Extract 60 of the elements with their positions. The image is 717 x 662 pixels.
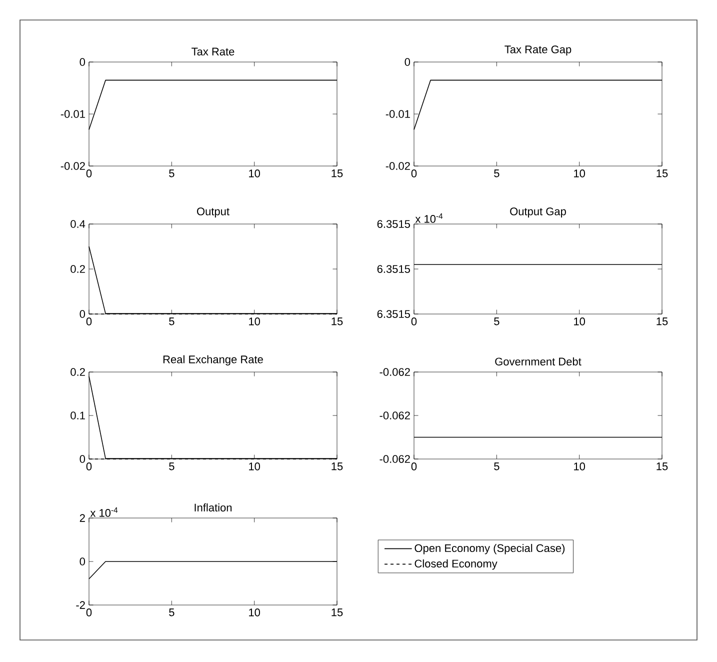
x-tick-label: 15 [656, 462, 668, 470]
y-tick-label: 6.3515 [377, 265, 410, 273]
x-tick-label: 10 [574, 462, 586, 470]
y-tick-label: 0.4 [70, 220, 86, 228]
x-tick-label: 5 [169, 170, 174, 178]
x-tick-label: 0 [411, 318, 417, 326]
y-tick-label: -0.062 [380, 455, 410, 463]
y-tick-label: 0.1 [70, 412, 85, 420]
y-tick-label: 0 [404, 58, 410, 66]
x-tick-label: 10 [249, 608, 260, 616]
chart-title: Government Debt [495, 357, 582, 366]
x-tick-label: 0 [411, 170, 417, 178]
x-tick-label: 0 [86, 170, 92, 178]
x-tick-label: 15 [332, 170, 343, 178]
text: x 10$^{-4}$ [90, 507, 118, 517]
chart-title: Real Exchange Rate [163, 355, 263, 366]
y-tick-label: -0.062 [380, 368, 410, 376]
y-tick-label: 0 [80, 558, 86, 566]
chart-title: Output [197, 208, 230, 218]
x-tick-label: 5 [169, 462, 174, 470]
x-tick-label: 5 [169, 608, 174, 616]
x-tick-label: 0 [86, 608, 92, 616]
x-tick-label: 10 [574, 318, 586, 326]
y-tick-label: 0.2 [70, 368, 85, 376]
x-tick-label: 0 [86, 462, 92, 470]
x-tick-label: 0 [86, 318, 92, 326]
x-tick-label: 5 [494, 170, 500, 178]
chart-title: Tax Rate [192, 48, 234, 56]
x-tick-label: 5 [494, 462, 500, 470]
y-tick-label: 6.3515 [377, 310, 410, 318]
y-tick-label: 0.2 [70, 265, 85, 273]
text: x 10$^{-4}$ [415, 213, 443, 223]
x-tick-label: 10 [574, 170, 586, 178]
legend-label: Open Economy (Special Case) [414, 544, 565, 554]
x-tick-label: 5 [494, 318, 500, 326]
x-tick-label: 10 [249, 462, 260, 470]
y-tick-label: -0.01 [60, 110, 85, 118]
y-tick-label: -0.062 [380, 412, 410, 420]
x-tick-label: 15 [332, 462, 343, 470]
x-tick-label: 15 [332, 608, 343, 616]
y-tick-label: 0 [80, 310, 86, 318]
y-tick-label: 0 [80, 455, 86, 463]
chart-title: Tax Rate Gap [504, 46, 572, 56]
chart-title: Output Gap [510, 208, 566, 218]
legend-label: Closed Economy [414, 559, 498, 570]
y-tick-label: -2 [76, 601, 85, 609]
x-tick-label: 15 [656, 170, 668, 178]
y-tick-label: -0.02 [60, 162, 85, 170]
y-tick-label: -0.01 [386, 110, 410, 118]
y-tick-label: 6.3515 [377, 220, 410, 228]
x-tick-label: 10 [249, 318, 260, 326]
x-tick-label: 10 [249, 170, 260, 178]
chart-title: Inflation [194, 503, 232, 512]
y-tick-label: 2 [80, 514, 85, 522]
x-tick-label: 0 [411, 462, 417, 470]
x-tick-label: 15 [656, 318, 668, 326]
y-tick-label: 0 [80, 58, 86, 66]
y-tick-label: -0.02 [386, 162, 410, 170]
x-tick-label: 5 [169, 318, 174, 326]
x-tick-label: 15 [332, 318, 343, 326]
